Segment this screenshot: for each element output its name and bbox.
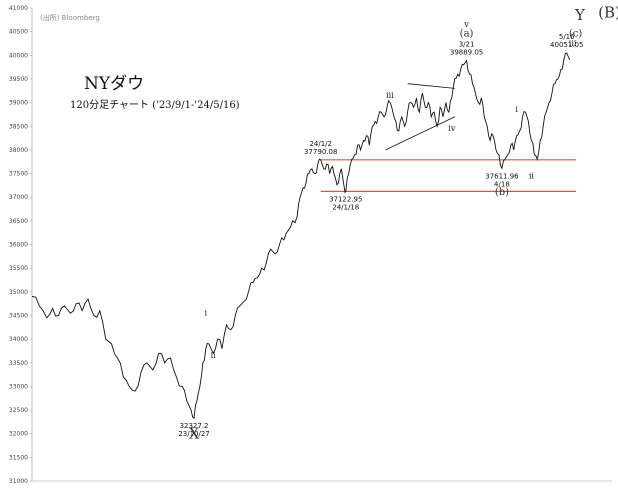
y-axis: 31000 31500 32000 32500 33000 33500 34000 34500… [9, 5, 32, 485]
y-tick-label: 33500 [9, 360, 28, 367]
annotation-sublabel: 23/10/27 [178, 430, 209, 438]
wave-label: i [205, 308, 208, 317]
wave-label: ii [211, 351, 217, 360]
wave-label: ii [529, 171, 535, 180]
annotation-label: 3/21 [459, 41, 475, 49]
annotation-sublabel: 39889.05 [450, 49, 483, 57]
chart-subtitle: 120分足チャート ('23/9/1-'24/5/16) [70, 99, 240, 111]
y-tick-label: 39000 [9, 100, 28, 107]
annotation-sublabel: 40051.05 [550, 41, 583, 49]
y-tick-label: 35500 [9, 265, 28, 272]
y-tick-label: 40000 [9, 52, 28, 59]
annotation-sublabel: 24/1/18 [332, 203, 359, 211]
y-tick-label: 37000 [9, 194, 28, 201]
wave-label: (B) [598, 3, 618, 21]
triangle-upper-line [407, 83, 455, 89]
y-tick-label: 31500 [9, 454, 28, 461]
y-tick-label: 34000 [9, 336, 28, 343]
y-tick-label: 38500 [9, 123, 28, 130]
chart-title: NYダウ [84, 74, 144, 94]
wave-label: i [515, 105, 518, 114]
wave-label: iv [448, 124, 456, 133]
wave-label: X [189, 424, 200, 442]
wave-label: iii [386, 91, 394, 100]
wave-label: iii [569, 39, 577, 48]
y-tick-label: 41000 [9, 5, 28, 12]
y-tick-label: 38000 [9, 147, 28, 154]
y-tick-label: 31000 [9, 478, 28, 485]
y-tick-label: 39500 [9, 76, 28, 83]
annotation-sublabel: 37790.08 [304, 148, 337, 156]
triangle-lower-line [385, 116, 455, 151]
annotation-label: 37611.96 [485, 172, 519, 180]
wave-label: Y [574, 6, 586, 24]
y-tick-label: 33000 [9, 383, 28, 390]
series-line [31, 52, 571, 420]
chart-source: (出所) Bloomberg [40, 13, 100, 22]
y-tick-label: 36000 [9, 242, 28, 249]
y-tick-label: 34500 [9, 312, 28, 319]
annotation-label: 37122.95 [329, 195, 362, 203]
annotation-label: 32327.2 [180, 422, 209, 430]
y-tick-label: 32000 [9, 431, 28, 438]
y-tick-label: 32500 [9, 407, 28, 414]
y-tick-label: 40500 [9, 29, 28, 36]
triangle-pattern [385, 83, 455, 151]
y-tick-label: 36500 [9, 218, 28, 225]
wave-label: (c) [569, 28, 583, 39]
annotation-label: 24/1/2 [309, 140, 332, 148]
annotation-label: 5/16 [559, 33, 575, 41]
y-tick-label: 37500 [9, 171, 28, 178]
y-tick-label: 35000 [9, 289, 28, 296]
annotation-sublabel: 4/18 [494, 180, 510, 188]
support-lines [320, 159, 576, 192]
wave-label: v [463, 20, 469, 29]
wave-label: (a) [460, 28, 474, 39]
wave-label: (b) [495, 187, 509, 198]
